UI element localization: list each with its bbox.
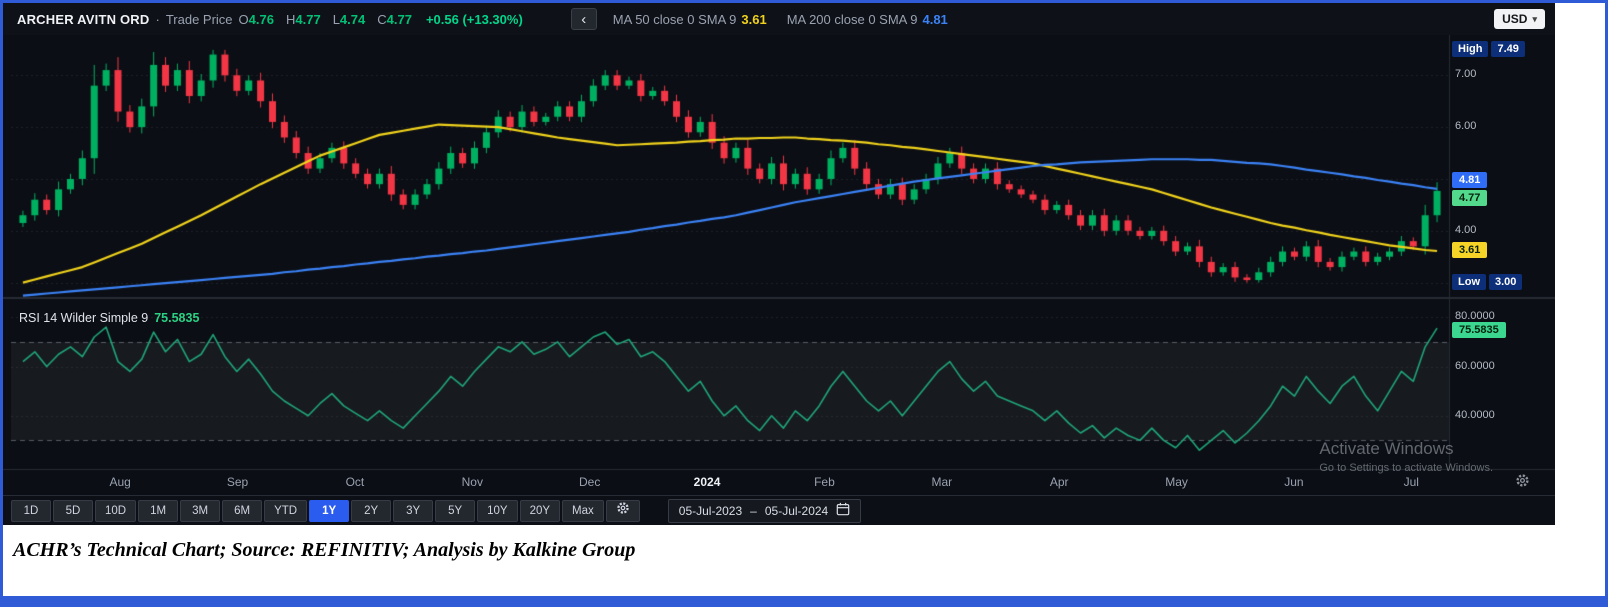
- range-button-1y[interactable]: 1Y: [309, 499, 350, 522]
- x-axis-label: Sep: [226, 475, 249, 489]
- range-buttons-group: 1D 5D 10D 1M 3M 6M YTD 1Y 2Y 3Y 5Y 10Y 20Y Max: [11, 499, 604, 522]
- range-button-10y[interactable]: 10Y: [477, 499, 518, 522]
- ma50-legend-value: 3.61: [741, 11, 767, 27]
- range-button-6m[interactable]: 6M: [222, 499, 263, 522]
- chart-header: ARCHER AVITN ORD · Trade Price O4.76 H4.…: [3, 3, 1555, 35]
- quote-high: H4.77: [285, 11, 321, 27]
- separator-dot: ·: [155, 11, 160, 27]
- quote-open: O4.76: [238, 11, 274, 27]
- range-button-10d[interactable]: 10D: [95, 499, 137, 522]
- symbol-name: ARCHER AVITN ORD: [17, 11, 150, 27]
- range-button-ytd[interactable]: YTD: [264, 499, 308, 522]
- chevron-left-icon: ‹: [581, 10, 587, 28]
- ma200-legend-label: MA 200 close 0 SMA 9: [786, 11, 918, 27]
- range-button-1d[interactable]: 1D: [11, 499, 51, 522]
- x-axis-label: Apr: [1049, 475, 1069, 489]
- x-axis-label: Jun: [1284, 475, 1304, 489]
- axis-settings-gear-icon[interactable]: [1515, 473, 1530, 493]
- date-range-picker[interactable]: 05-Jul-2023 – 05-Jul-2024: [667, 498, 862, 523]
- series-label: Trade Price: [165, 11, 233, 27]
- range-toolbar: 1D 5D 10D 1M 3M 6M YTD 1Y 2Y 3Y 5Y 10Y 20Y Max 05-Jul…: [3, 495, 1555, 525]
- ma200-legend-value: 4.81: [922, 11, 948, 27]
- window-bottom-edge: [3, 596, 1605, 604]
- currency-label: USD: [1502, 12, 1528, 26]
- range-button-3y[interactable]: 3Y: [393, 499, 434, 522]
- range-button-3m[interactable]: 3M: [180, 499, 221, 522]
- collapse-chevron-button[interactable]: ‹: [570, 8, 597, 30]
- chart-settings-button[interactable]: [605, 499, 640, 522]
- ma50-legend-label: MA 50 close 0 SMA 9: [612, 11, 737, 27]
- page-right-margin: [1555, 3, 1605, 525]
- x-axis-label: Mar: [931, 475, 953, 489]
- rsi-legend: RSI 14 Wilder Simple 9 75.5835: [19, 311, 199, 325]
- x-axis-label: 2024: [693, 475, 721, 489]
- settings-gear-icon: [616, 501, 630, 520]
- x-axis-label: Jul: [1403, 475, 1419, 489]
- quote-change: +0.56 (+13.30%): [425, 11, 523, 27]
- ma50-legend: MA 50 close 0 SMA 9 3.61: [613, 12, 767, 27]
- x-axis-label: May: [1165, 475, 1188, 489]
- caption-area: ACHR’s Technical Chart; Source: REFINITI…: [3, 525, 1605, 588]
- x-axis-label: Oct: [345, 475, 365, 489]
- calendar-icon[interactable]: [836, 502, 850, 519]
- date-from: 05-Jul-2023: [678, 503, 743, 518]
- x-axis-label: Aug: [109, 475, 131, 489]
- chart-area: 7.00 6.00 4.00 80.0000 60.0000 40.0000 High 7.4…: [3, 35, 1555, 495]
- range-button-max[interactable]: Max: [562, 499, 604, 522]
- currency-dropdown[interactable]: USD ▾: [1494, 9, 1545, 29]
- x-axis-label: Dec: [578, 475, 601, 489]
- chevron-down-icon: ▾: [1532, 13, 1537, 24]
- range-button-5y[interactable]: 5Y: [435, 499, 476, 522]
- quote-low: L4.74: [332, 11, 366, 27]
- range-button-2y[interactable]: 2Y: [351, 499, 392, 522]
- trading-app: ARCHER AVITN ORD · Trade Price O4.76 H4.…: [3, 3, 1555, 525]
- x-axis-label: Feb: [814, 475, 835, 489]
- rsi-legend-value: 75.5835: [154, 311, 200, 325]
- x-axis-label: Nov: [461, 475, 483, 489]
- price-rsi-canvas[interactable]: [3, 35, 1555, 471]
- range-button-1m[interactable]: 1M: [138, 499, 179, 522]
- date-to: 05-Jul-2024: [764, 503, 829, 518]
- range-button-20y[interactable]: 20Y: [519, 499, 561, 522]
- date-separator: –: [750, 503, 757, 518]
- range-button-5d[interactable]: 5D: [53, 499, 93, 522]
- rsi-legend-label: RSI 14 Wilder Simple 9: [19, 311, 149, 325]
- chart-caption: ACHR’s Technical Chart; Source: REFINITI…: [13, 539, 636, 561]
- quote-close: C4.77: [377, 11, 412, 27]
- ma200-legend: MA 200 close 0 SMA 9 4.81: [787, 12, 948, 27]
